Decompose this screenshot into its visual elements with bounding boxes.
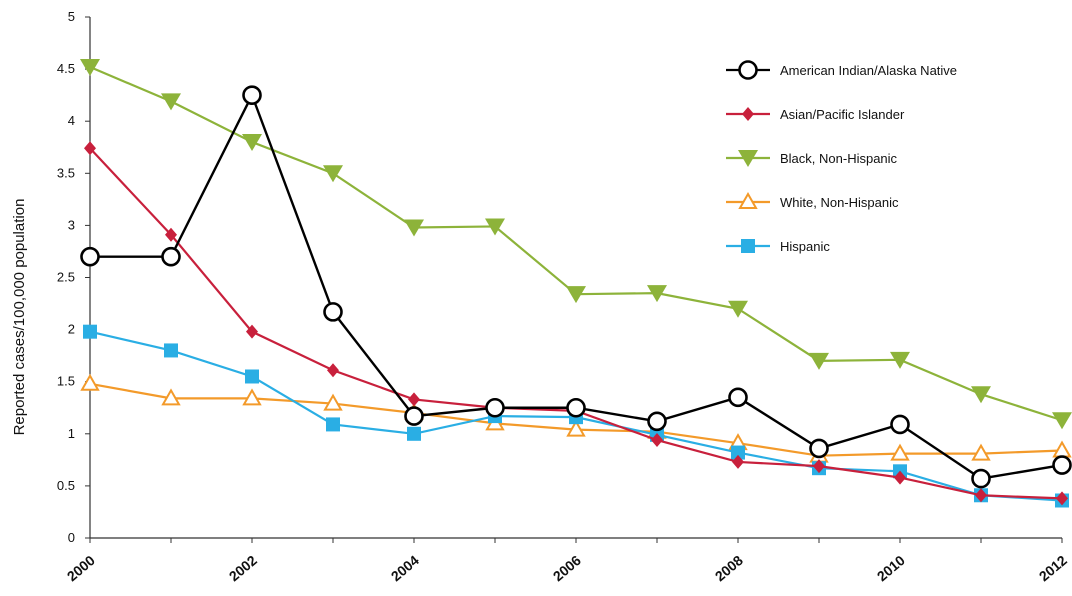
data-point xyxy=(651,433,663,448)
legend-item: American Indian/Alaska Native xyxy=(726,60,957,80)
data-point xyxy=(1056,491,1068,506)
data-point xyxy=(975,488,987,503)
data-point xyxy=(407,426,421,441)
y-tick-label: 1.5 xyxy=(57,374,75,389)
data-point xyxy=(84,141,96,156)
data-point xyxy=(80,246,100,267)
series-line xyxy=(89,66,1063,422)
data-point xyxy=(323,302,343,322)
data-point xyxy=(245,369,259,384)
data-point xyxy=(242,85,262,105)
data-point xyxy=(485,397,505,418)
data-point xyxy=(80,59,100,77)
data-point xyxy=(161,388,181,406)
legend-marker xyxy=(738,150,758,167)
data-point xyxy=(809,352,829,370)
legend-label: White, Non-Hispanic xyxy=(780,195,899,210)
data-point xyxy=(242,134,262,152)
data-point xyxy=(647,285,667,303)
legend-marker xyxy=(738,191,758,209)
data-point xyxy=(566,419,586,437)
x-tick-label: 2006 xyxy=(550,552,584,584)
legend-label: American Indian/Alaska Native xyxy=(780,63,957,78)
x-tick-label: 2004 xyxy=(388,552,422,584)
legend-item: White, Non-Hispanic xyxy=(726,191,899,210)
y-tick-label: 1 xyxy=(68,426,75,441)
data-point xyxy=(728,300,748,318)
y-tick-label: 0.5 xyxy=(57,478,75,493)
data-point xyxy=(731,445,745,460)
data-point xyxy=(1052,440,1072,458)
y-axis-label: Reported cases/100,000 population xyxy=(11,199,28,436)
legend-marker xyxy=(738,60,758,80)
data-point xyxy=(1052,455,1072,475)
data-point xyxy=(323,393,343,411)
axes: 0 0.5 1 1.5 2 2.5 3 3.5 4 4.5 5 2000 2002 2004 2006 200… xyxy=(57,9,1070,584)
data-point xyxy=(327,363,339,378)
y-tick-label: 3 xyxy=(68,217,75,232)
data-point xyxy=(323,165,343,183)
data-point xyxy=(890,443,910,461)
legend-label: Asian/Pacific Islander xyxy=(780,107,905,122)
data-point xyxy=(890,351,910,369)
data-point xyxy=(404,406,424,426)
data-point xyxy=(485,218,505,236)
legend: American Indian/Alaska Native Asian/Pacif… xyxy=(726,60,957,254)
data-point xyxy=(971,386,991,404)
data-point xyxy=(728,387,748,408)
y-tick-label: 5 xyxy=(68,9,75,24)
x-tick-label: 2000 xyxy=(64,552,98,584)
data-point xyxy=(732,454,744,469)
legend-marker xyxy=(742,107,754,121)
legend-item: Black, Non-Hispanic xyxy=(726,150,898,167)
legend-label: Hispanic xyxy=(780,239,830,254)
data-point xyxy=(971,443,991,461)
y-tick-label: 0 xyxy=(68,530,75,545)
data-point xyxy=(408,392,420,407)
data-point xyxy=(165,227,177,242)
data-point xyxy=(566,397,586,418)
data-point xyxy=(242,388,262,406)
x-tick-label: 2010 xyxy=(874,552,908,584)
series-lines xyxy=(80,59,1072,508)
legend-marker xyxy=(741,239,755,253)
data-point xyxy=(813,459,825,474)
y-tick-label: 3.5 xyxy=(57,165,75,180)
data-point xyxy=(246,324,258,339)
legend-item: Hispanic xyxy=(726,239,830,254)
data-point xyxy=(971,468,991,489)
x-tick-label: 2002 xyxy=(226,552,260,584)
data-point xyxy=(161,246,181,267)
y-tick-label: 2.5 xyxy=(57,270,75,285)
legend-item: Asian/Pacific Islander xyxy=(726,107,905,122)
data-point xyxy=(326,417,340,432)
data-point xyxy=(894,470,906,485)
data-point xyxy=(1052,412,1072,430)
y-tick-label: 4.5 xyxy=(57,61,75,76)
data-point xyxy=(161,93,181,111)
legend-label: Black, Non-Hispanic xyxy=(780,151,898,166)
data-point xyxy=(809,438,829,459)
data-point xyxy=(164,343,178,358)
y-tick-label: 4 xyxy=(68,113,75,128)
data-point xyxy=(80,373,100,391)
data-point xyxy=(404,219,424,237)
data-point xyxy=(890,414,910,435)
data-point xyxy=(566,286,586,304)
series-3 xyxy=(80,59,1072,430)
data-point xyxy=(647,411,667,432)
x-tick-label: 2012 xyxy=(1036,552,1070,584)
y-tick-label: 2 xyxy=(68,322,75,337)
data-point xyxy=(83,324,97,339)
x-tick-label: 2008 xyxy=(712,552,746,584)
series-1 xyxy=(80,85,1072,489)
series-2 xyxy=(84,141,1068,506)
series-line xyxy=(89,147,1063,500)
